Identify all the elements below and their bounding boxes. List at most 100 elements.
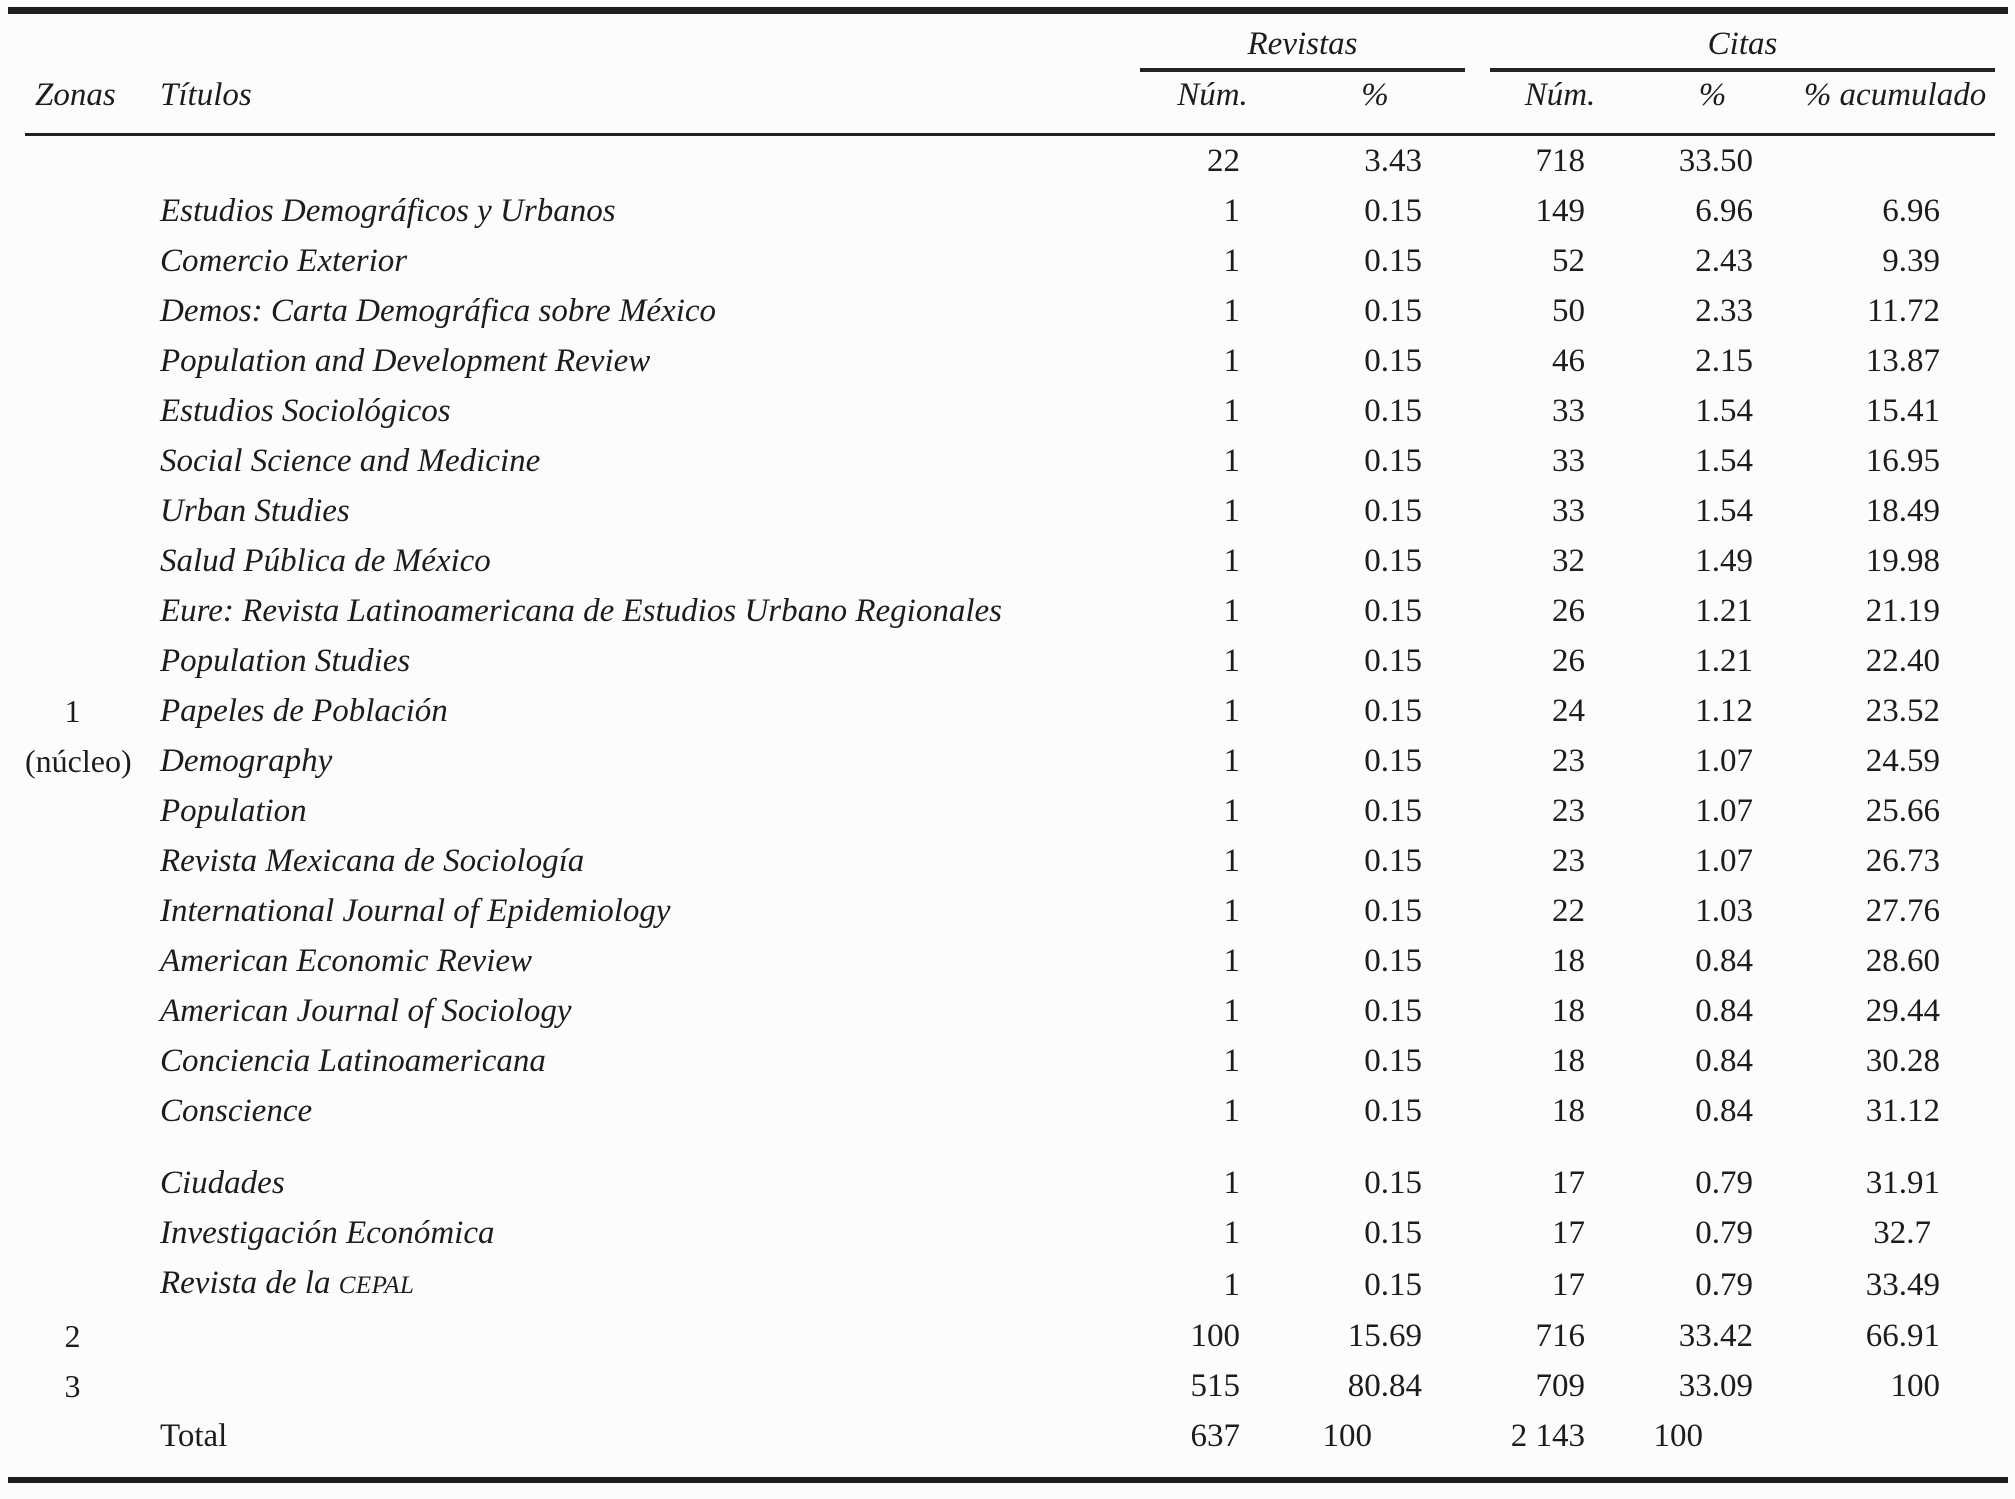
- table-bottom-rule: [8, 1477, 2008, 1483]
- zona-cell: 2: [64, 1318, 81, 1354]
- titulo-text: Revista Mexicana de Sociología: [160, 843, 585, 879]
- pct-acumulado-cell: 26.73: [1865, 843, 1941, 879]
- revistas-pct-cell: 0.15: [1364, 1043, 1423, 1079]
- revistas-pct-cell: 100: [1322, 1418, 1373, 1454]
- revistas-pct-cell: 0.15: [1364, 1165, 1423, 1201]
- citas-num-cell: 52: [1552, 243, 1586, 279]
- table-row: Conciencia Latinoamericana 1 0.15 18 0.84 30.…: [25, 1036, 1995, 1086]
- titulos-group-spacer: [140, 14, 1140, 72]
- zona-cell: [25, 236, 140, 286]
- citas-num-cell: 23: [1552, 843, 1586, 879]
- table-row: Revista de la CEPAL 1 0.15 17 0.79 33.49: [25, 1258, 1995, 1311]
- revistas-pct-cell: 0.15: [1364, 793, 1423, 829]
- table-row: Population 1 0.15 23 1.07 25.66: [25, 786, 1995, 836]
- titulo-cell: Comercio Exterior: [140, 236, 1140, 286]
- zonas-header: Zonas: [25, 72, 140, 136]
- group-gap-cell: [1465, 636, 1490, 686]
- table-row: American Journal of Sociology 1 0.15 18 0.84…: [25, 986, 1995, 1036]
- citas-pct-cell: 0.79: [1695, 1266, 1754, 1303]
- table-top-rule: [8, 7, 2008, 14]
- pct-acumulado-cell: 31.91: [1865, 1165, 1941, 1201]
- group-gap-spacer: [1465, 14, 1490, 72]
- revistas-num-cell: 1: [1223, 993, 1241, 1029]
- table-row: American Economic Review 1 0.15 18 0.84 28.60: [25, 936, 1995, 986]
- titulo-cell: American Journal of Sociology: [140, 986, 1140, 1036]
- table-row: Comercio Exterior 1 0.15 52 2.43 9.39: [25, 236, 1995, 286]
- citas-num-cell: 18: [1552, 943, 1586, 979]
- journal-zones-table: Revistas Citas Zonas Títulos Núm. % Núm.…: [25, 14, 1996, 1461]
- revistas-num-cell: 1: [1223, 1266, 1241, 1303]
- citas-num-cell: 17: [1552, 1215, 1586, 1251]
- column-header-row: Zonas Títulos Núm. % Núm. % % acumulado: [25, 72, 1996, 136]
- revistas-num-cell: 1: [1223, 943, 1241, 979]
- titulo-cell: Total: [140, 1411, 1140, 1461]
- titulo-text: Salud Pública de México: [160, 543, 491, 579]
- pct-acumulado-cell: 28.60: [1865, 943, 1941, 979]
- titulo-text: Demos: Carta Demográfica sobre México: [160, 293, 717, 329]
- titulo-cell: Social Science and Medicine: [140, 436, 1140, 486]
- citas-pct-header: %: [1630, 72, 1796, 136]
- citas-group-label: Citas: [1707, 26, 1778, 62]
- titulos-header: Títulos: [140, 72, 1140, 136]
- revistas-num-cell: 1: [1223, 593, 1241, 629]
- titulo-cell: Ciudades: [140, 1158, 1140, 1208]
- revistas-pct-cell: 0.15: [1364, 1215, 1423, 1251]
- revistas-num-cell: 1: [1223, 743, 1241, 779]
- titulo-cell: Papeles de Población: [140, 686, 1140, 736]
- titulo-text: Investigación Económica: [160, 1215, 495, 1251]
- citas-num-cell: 26: [1552, 593, 1586, 629]
- titulo-cell: Revista Mexicana de Sociología: [140, 836, 1140, 886]
- zona-cell: 3: [64, 1368, 81, 1404]
- citas-num-header: Núm.: [1490, 72, 1631, 136]
- titulo-text: Demography: [160, 743, 333, 779]
- zona-cell: [25, 186, 140, 236]
- titulo-cell: [140, 1311, 1140, 1361]
- table-row: Ciudades 1 0.15 17 0.79 31.91: [25, 1158, 1995, 1208]
- zona-cell: [25, 336, 140, 386]
- zona-cell: [25, 386, 140, 436]
- citas-pct-cell: 33.50: [1678, 143, 1754, 179]
- zona-cell: [25, 1036, 140, 1086]
- titulo-cell: American Economic Review: [140, 936, 1140, 986]
- zona-cell: [25, 636, 140, 686]
- titulo-text: Social Science and Medicine: [160, 443, 541, 479]
- revistas-pct-cell: 15.69: [1347, 1318, 1423, 1354]
- titulo-text: Conscience: [160, 1093, 313, 1129]
- group-gap-cell: [1465, 1036, 1490, 1086]
- titulo-text: Estudios Sociológicos: [160, 393, 451, 429]
- titulo-cell: Conciencia Latinoamericana: [140, 1036, 1140, 1086]
- group-gap-cell: [1465, 936, 1490, 986]
- zona-cell: [25, 886, 140, 936]
- pct-acumulado-cell: 27.76: [1865, 893, 1941, 929]
- group-gap-cell: [1465, 536, 1490, 586]
- titulo-cell: Eure: Revista Latinoamericana de Estudio…: [140, 586, 1140, 636]
- pct-acumulado-cell: 9.39: [1882, 243, 1941, 279]
- revistas-pct-cell: 0.15: [1364, 843, 1423, 879]
- table-row: Revista Mexicana de Sociología 1 0.15 23 1.0…: [25, 836, 1995, 886]
- header-gap-cell: [1465, 72, 1491, 136]
- titulo-cell: Urban Studies: [140, 486, 1140, 536]
- group-gap-cell: [1465, 336, 1490, 386]
- titulo-cell: [140, 1361, 1140, 1411]
- group-gap-cell: [1465, 886, 1490, 936]
- revistas-num-cell: 1: [1223, 1165, 1241, 1201]
- citas-num-cell: 716: [1535, 1318, 1586, 1354]
- citas-pct-cell: 0.79: [1695, 1215, 1754, 1251]
- citas-pct-cell: 1.07: [1695, 843, 1754, 879]
- revistas-pct-cell: 0.15: [1364, 593, 1423, 629]
- citas-num-cell: 33: [1552, 443, 1586, 479]
- citas-num-cell: 17: [1552, 1266, 1586, 1303]
- titulo-text: Estudios Demográficos y Urbanos: [160, 193, 616, 229]
- pct-acumulado-cell: 13.87: [1865, 343, 1941, 379]
- pct-acumulado-cell: 30.28: [1865, 1043, 1941, 1079]
- citas-pct-cell: 0.84: [1695, 1093, 1754, 1129]
- revistas-pct-cell: 0.15: [1364, 993, 1423, 1029]
- group-gap-cell: [1465, 286, 1490, 336]
- citas-num-cell: 33: [1552, 493, 1586, 529]
- revistas-num-cell: 637: [1190, 1418, 1241, 1454]
- zona-cell: [25, 135, 140, 187]
- citas-num-cell: 23: [1552, 743, 1586, 779]
- citas-pct-cell: 1.54: [1695, 393, 1754, 429]
- titulo-text: Population Studies: [160, 643, 411, 679]
- revistas-num-cell: 1: [1223, 893, 1241, 929]
